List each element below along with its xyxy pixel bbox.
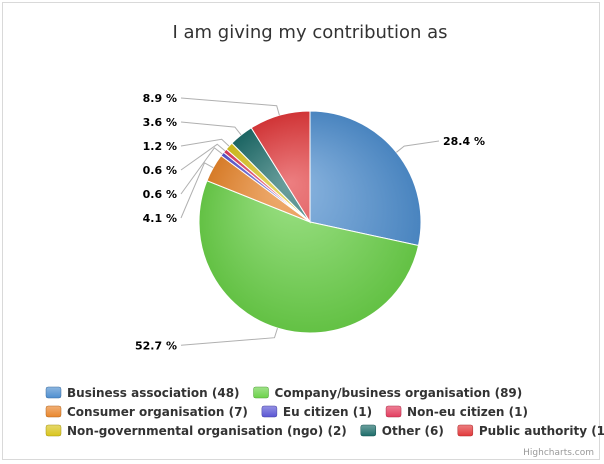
data-label-consumer-organisation: 4.1 % <box>143 212 177 225</box>
data-labels: 28.4 % 52.7 % 4.1 % 0.6 % 0.6 % 1.2 % 3.6 % 8.9… <box>135 92 485 352</box>
legend-item-business-association[interactable]: Business association (48) <box>67 386 240 400</box>
legend-swatch-non-eu-citizen[interactable] <box>385 405 402 418</box>
legend-swatch-other[interactable] <box>360 424 377 437</box>
credits-link[interactable]: Highcharts.com <box>523 448 594 458</box>
legend-item-non-eu-citizen[interactable]: Non-eu citizen (1) <box>407 405 528 419</box>
legend-swatch-business-association[interactable] <box>45 386 62 399</box>
connector-consumer-organisation <box>180 162 214 219</box>
legend-item-company-business-organisation[interactable]: Company/business organisation (89) <box>275 386 523 400</box>
legend-item-non-governmental-organisation-ngo[interactable]: Non-governmental organisation (ngo) (2) <box>67 424 347 438</box>
pie-slices <box>198 110 422 334</box>
data-label-company-business-organisation: 52.7 % <box>135 339 177 352</box>
data-label-business-association: 28.4 % <box>443 135 485 148</box>
connector-business-association <box>396 140 440 153</box>
connector-other <box>180 121 242 136</box>
legend-swatch-non-governmental-organisation-ngo[interactable] <box>45 424 62 437</box>
data-label-non-governmental-organisation-ngo: 1.2 % <box>143 140 177 153</box>
connector-eu-citizen <box>180 147 223 195</box>
legend-item-eu-citizen[interactable]: Eu citizen (1) <box>283 405 372 419</box>
data-label-eu-citizen: 0.6 % <box>143 188 177 201</box>
connector-non-eu-citizen <box>180 143 226 171</box>
legend-swatch-eu-citizen[interactable] <box>261 405 278 418</box>
legend-item-public-authority[interactable]: Public authority (15) <box>479 424 604 438</box>
legend-swatch-public-authority[interactable] <box>457 424 474 437</box>
connector-company-business-organisation <box>180 327 278 346</box>
legend-item-other[interactable]: Other (6) <box>382 424 444 438</box>
connector-public-authority <box>180 97 280 116</box>
pie-slice-business-association[interactable] <box>309 110 422 247</box>
data-label-public-authority: 8.9 % <box>143 92 177 105</box>
legend-item-consumer-organisation[interactable]: Consumer organisation (7) <box>67 405 248 419</box>
pie-slice-public-authority[interactable] <box>250 110 311 224</box>
legend-swatch-company-business-organisation[interactable] <box>253 386 269 399</box>
legend: Business association (48) Company/busines… <box>45 386 604 438</box>
data-label-other: 3.6 % <box>143 116 177 129</box>
chart-title: I am giving my contribution as <box>172 22 447 43</box>
connector-non-governmental-organisation-ngo <box>180 138 230 147</box>
data-label-non-eu-citizen: 0.6 % <box>143 164 177 177</box>
legend-swatch-consumer-organisation[interactable] <box>45 405 62 418</box>
